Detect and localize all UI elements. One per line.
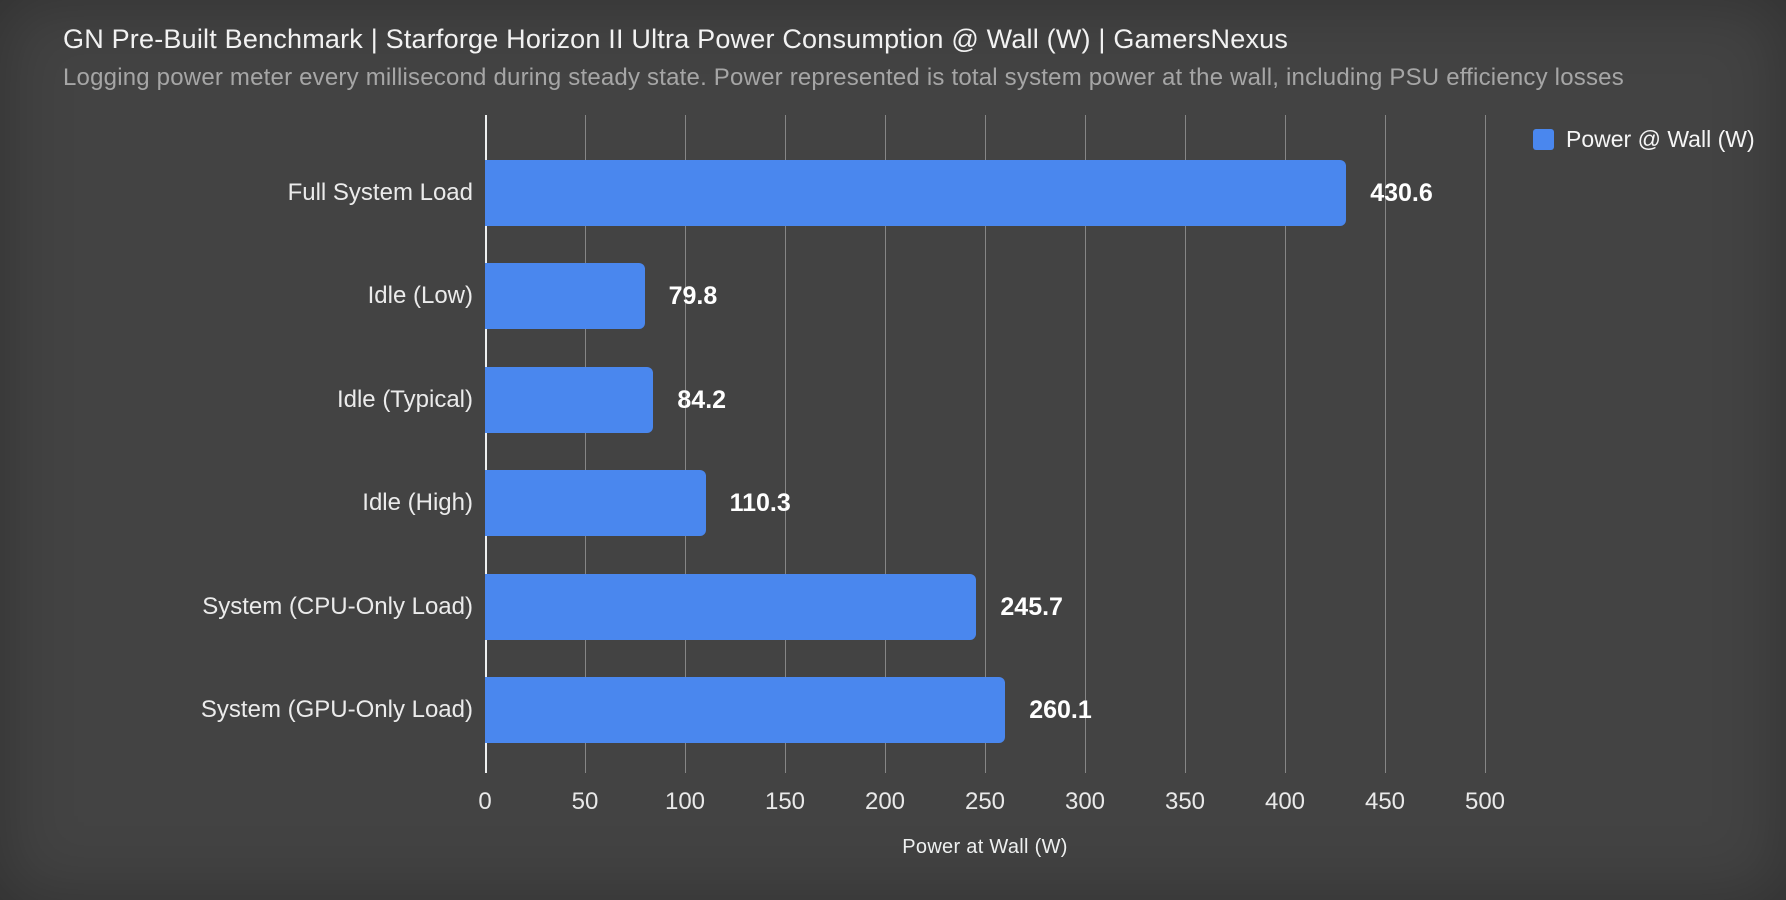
bar-system-gpu-only-load bbox=[485, 677, 1006, 743]
chart-title: GN Pre-Built Benchmark | Starforge Horiz… bbox=[63, 24, 1289, 54]
value-label-full-system-load: 430.6 bbox=[1370, 179, 1433, 207]
gridline bbox=[1385, 115, 1386, 773]
category-label-system-cpu-only-load: System (CPU-Only Load) bbox=[202, 592, 473, 620]
legend-swatch-icon bbox=[1533, 129, 1554, 150]
category-label-idle-high: Idle (High) bbox=[362, 489, 473, 517]
x-tick-label: 200 bbox=[864, 788, 906, 815]
x-tick-label: 400 bbox=[1264, 788, 1306, 815]
x-axis-title: Power at Wall (W) bbox=[902, 836, 1068, 858]
x-tick-label: 0 bbox=[478, 788, 492, 815]
gridline bbox=[1085, 115, 1086, 773]
x-tick-label: 50 bbox=[571, 788, 599, 815]
bar-system-cpu-only-load bbox=[485, 573, 977, 640]
bar-full-system-load bbox=[485, 160, 1347, 226]
bar-idle-typical bbox=[485, 366, 654, 433]
x-tick-label: 300 bbox=[1064, 788, 1106, 815]
value-label-idle-low: 79.8 bbox=[668, 282, 718, 311]
category-label-idle-low: Idle (Low) bbox=[367, 282, 473, 310]
category-label-idle-typical: Idle (Typical) bbox=[336, 385, 473, 413]
gridline bbox=[785, 115, 786, 773]
category-label-full-system-load: Full System Load bbox=[287, 179, 473, 206]
chart-subtitle: Logging power meter every millisecond du… bbox=[63, 64, 1624, 91]
value-label-idle-typical: 84.2 bbox=[677, 385, 727, 414]
gridline bbox=[885, 115, 886, 773]
value-label-system-gpu-only-load: 260.1 bbox=[1029, 696, 1092, 724]
gridline bbox=[1285, 115, 1286, 773]
x-tick-label: 350 bbox=[1164, 788, 1206, 815]
value-label-idle-high: 110.3 bbox=[729, 489, 791, 518]
x-tick-label: 450 bbox=[1364, 788, 1406, 815]
x-tick-label: 150 bbox=[764, 788, 806, 815]
gridline bbox=[1485, 115, 1486, 773]
bar-idle-low bbox=[485, 263, 645, 330]
legend-label: Power @ Wall (W) bbox=[1566, 126, 1755, 152]
x-tick-label: 500 bbox=[1464, 788, 1506, 815]
gridline bbox=[985, 115, 986, 773]
x-tick-label: 250 bbox=[964, 788, 1006, 815]
x-tick-label: 100 bbox=[664, 788, 706, 815]
gridline bbox=[585, 115, 586, 773]
category-label-system-gpu-only-load: System (GPU-Only Load) bbox=[200, 696, 473, 723]
legend: Power @ Wall (W) bbox=[1533, 126, 1755, 153]
value-label-system-cpu-only-load: 245.7 bbox=[1000, 592, 1063, 621]
plot-area bbox=[485, 115, 1486, 773]
gridline bbox=[1185, 115, 1186, 773]
bar-idle-high bbox=[485, 470, 706, 537]
gridline bbox=[685, 115, 686, 773]
axis-zero-line bbox=[485, 115, 487, 773]
